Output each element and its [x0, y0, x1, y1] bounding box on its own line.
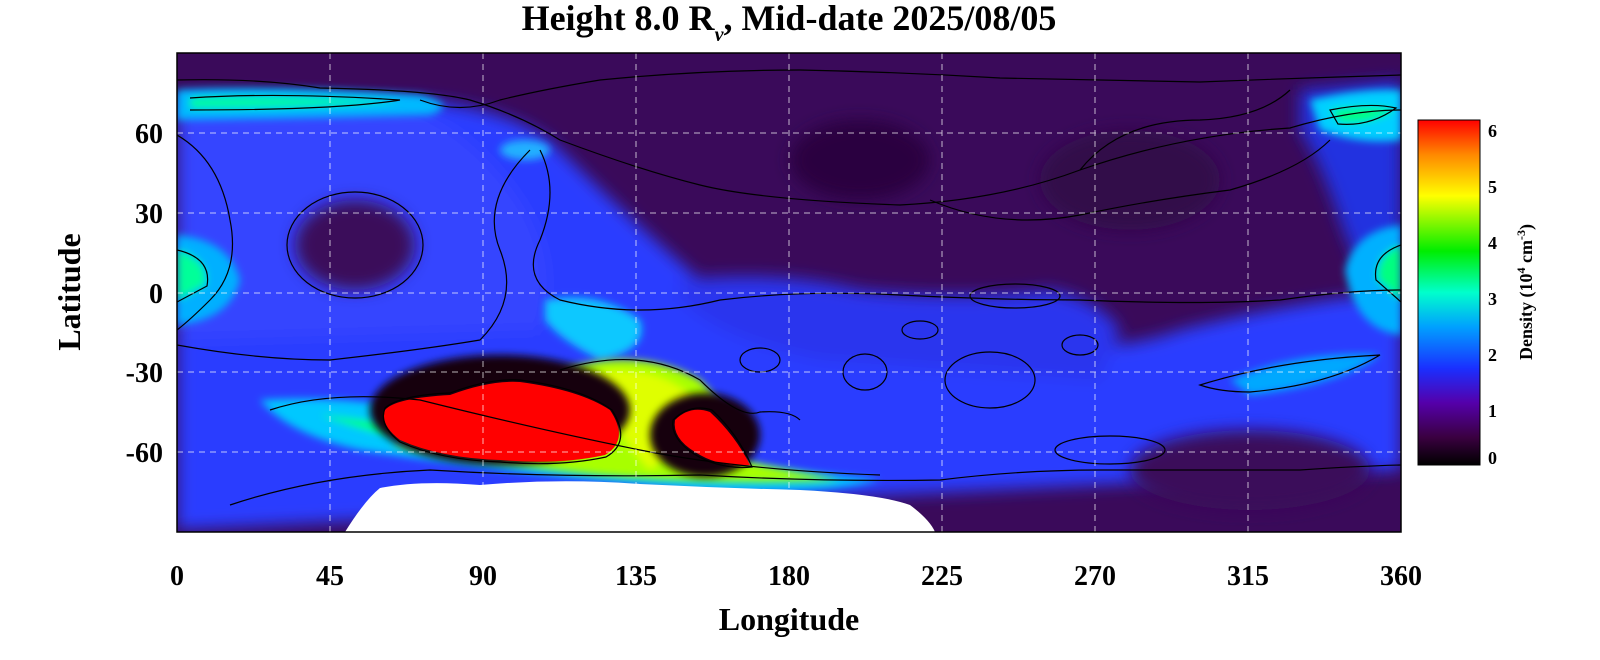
- colorbar-tick-label: 6: [1488, 121, 1497, 141]
- y-tick-labels: 60 30 0 -30 -60: [126, 119, 163, 469]
- colorbar-tick-label: 5: [1488, 177, 1497, 197]
- colorbar-ticks: 6 5 4 3 2 1 0: [1488, 121, 1497, 468]
- x-tick-label: 0: [170, 561, 184, 592]
- colorbar-tick-label: 4: [1488, 233, 1497, 253]
- heatmap-region-low-south-band: [1230, 354, 1380, 395]
- y-axis-label: Latitude: [51, 233, 87, 350]
- x-axis-label: Longitude: [719, 601, 859, 637]
- heatmap-plot-area: [177, 53, 1401, 532]
- x-tick-label: 270: [1074, 561, 1116, 592]
- grid-lines: [177, 53, 1401, 532]
- y-tick-label: 30: [135, 199, 163, 230]
- y-tick-label: -30: [126, 358, 163, 389]
- x-tick-labels: 0 45 90 135 180 225 270 315 360: [170, 561, 1422, 592]
- y-tick-label: 60: [135, 119, 163, 150]
- colorbar-tick-label: 1: [1488, 401, 1497, 421]
- colorbar-label: Density (104 cm-3): [1514, 224, 1537, 360]
- heatmap-region-dark-pocket-1: [295, 200, 415, 290]
- colorbar: 6 5 4 3 2 1 0 Density (104 cm-3): [1417, 119, 1537, 468]
- chart-title: Height 8.0 Rν, Mid-date 2025/08/05: [522, 0, 1057, 46]
- x-tick-label: 360: [1380, 561, 1422, 592]
- x-tick-label: 225: [921, 561, 963, 592]
- y-tick-label: -60: [126, 438, 163, 469]
- contour-lines: [177, 69, 1401, 506]
- heatmap-region-peak-core-main: [384, 381, 619, 462]
- heatmap-region-no-data-south-pole: [345, 481, 935, 532]
- colorbar-tick-label: 2: [1488, 345, 1497, 365]
- colorbar-tick-label: 0: [1488, 448, 1497, 468]
- colorbar-tick-label: 3: [1488, 289, 1497, 309]
- x-tick-label: 45: [316, 561, 344, 592]
- x-tick-label: 135: [615, 561, 657, 592]
- plot-frame: [176, 52, 1402, 533]
- x-tick-label: 315: [1227, 561, 1269, 592]
- colorbar-gradient: [1417, 119, 1481, 466]
- x-tick-label: 180: [768, 561, 810, 592]
- x-tick-label: 90: [469, 561, 497, 592]
- y-tick-label: 0: [149, 279, 163, 310]
